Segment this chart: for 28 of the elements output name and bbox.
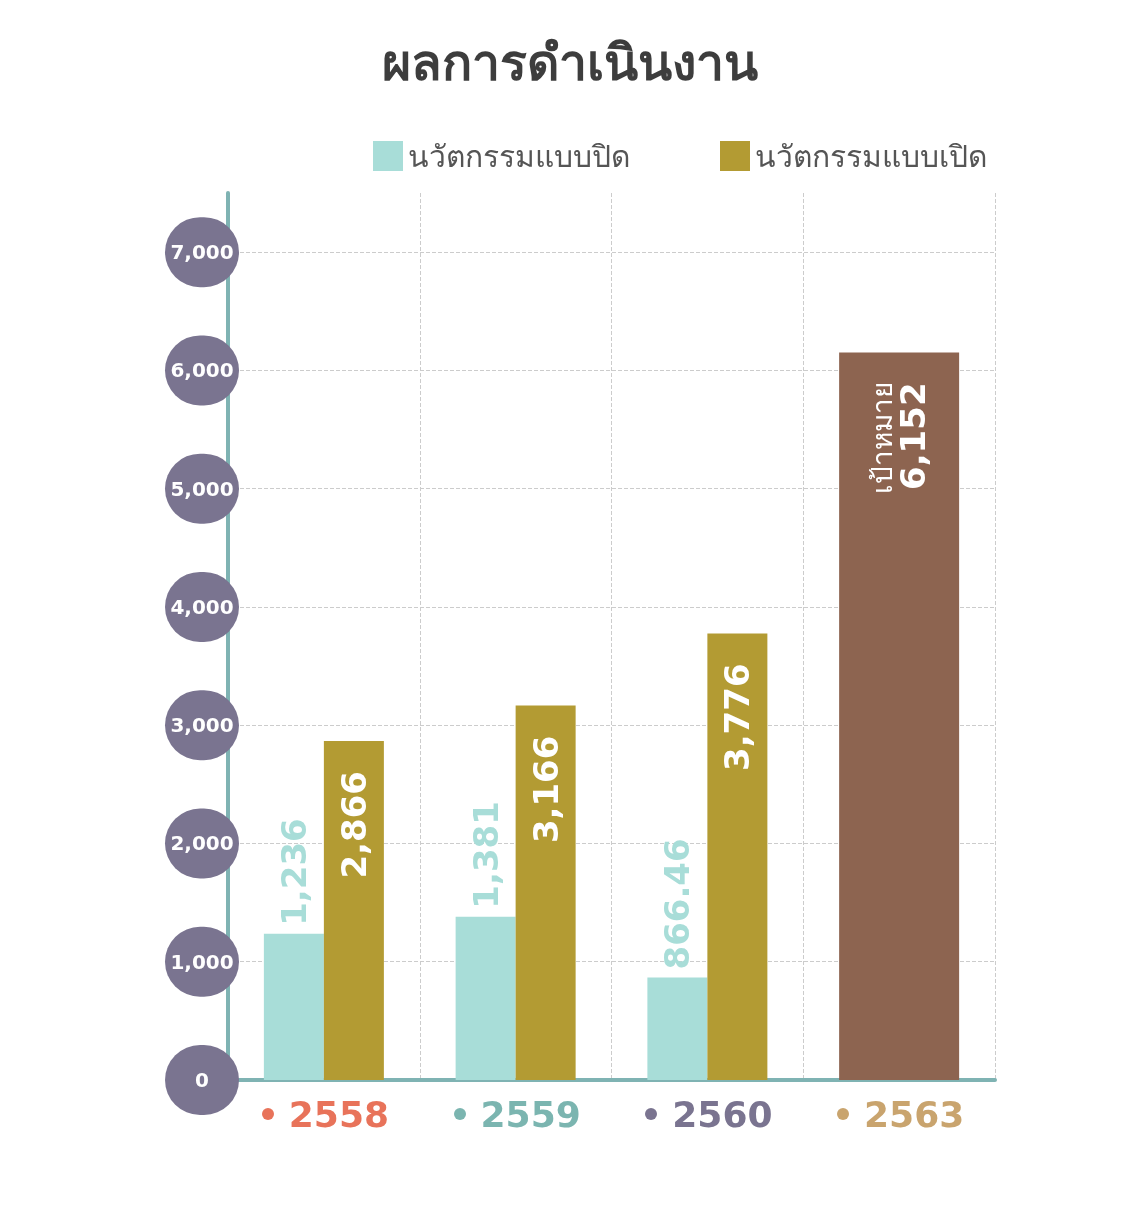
x-tick-label: 2560	[672, 1093, 773, 1135]
data-label: 3,166	[525, 735, 566, 844]
y-tick-label: 1,000	[170, 949, 234, 974]
y-tick-label: 3,000	[170, 713, 234, 738]
bar	[839, 352, 960, 1080]
data-label: 3,776	[717, 663, 758, 771]
bar	[455, 916, 516, 1080]
legend-label: นวัตกรรมแบบปิด	[408, 138, 630, 174]
y-tick-label: 0	[195, 1068, 209, 1092]
y-tick-label: 2,000	[170, 831, 234, 856]
y-tick-label: 4,000	[170, 594, 234, 619]
data-label: 1,236	[273, 818, 314, 926]
y-tick-label: 7,000	[170, 240, 234, 265]
x-tick-label: 2558	[288, 1093, 389, 1135]
y-tick-label: 5,000	[170, 476, 234, 501]
bar	[647, 977, 708, 1080]
data-label: 2,866	[333, 771, 374, 879]
y-tick-label: 6,000	[170, 358, 234, 383]
bar	[263, 933, 324, 1080]
bar	[515, 705, 576, 1080]
data-label: 1,381	[465, 801, 506, 909]
x-tick-label: 2563	[864, 1093, 965, 1135]
bar	[707, 633, 768, 1080]
data-label: 866.46	[657, 838, 698, 970]
chart-title: ผลการดำเนินงาน	[382, 34, 758, 92]
legend-label: นวัตกรรมแบบเปิด	[755, 138, 987, 174]
x-tick-label: 2559	[480, 1093, 581, 1135]
bar	[323, 741, 384, 1080]
